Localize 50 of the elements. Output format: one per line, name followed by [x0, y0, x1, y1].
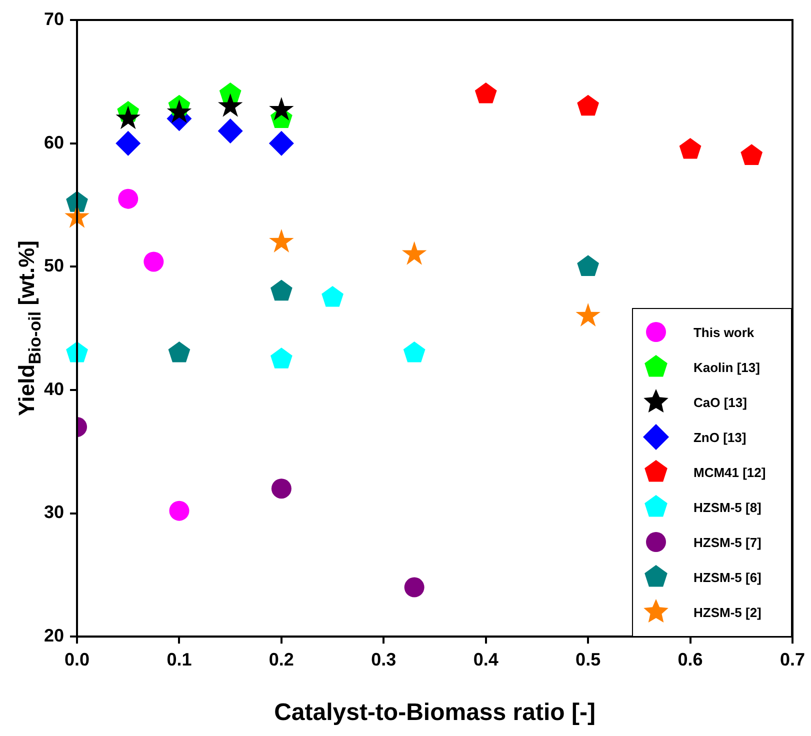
y-tick-label: 30	[44, 502, 64, 522]
point	[116, 130, 141, 156]
point	[144, 252, 164, 272]
y-tick-label: 20	[44, 626, 64, 646]
legend-label: ZnO [13]	[693, 430, 746, 445]
point	[270, 348, 292, 368]
x-tick-label: 0.7	[780, 649, 806, 670]
point	[402, 241, 427, 265]
legend-label: HZSM-5 [2]	[693, 604, 762, 620]
point	[577, 94, 600, 116]
legend-label: This work	[693, 324, 754, 340]
x-tick-label: 0.1	[166, 649, 192, 670]
point	[322, 286, 344, 307]
y-tick-label: 60	[44, 132, 64, 152]
point	[116, 106, 140, 130]
x-tick-label: 0.5	[576, 649, 601, 670]
legend-label: HZSM-5 [8]	[693, 500, 762, 515]
point	[169, 500, 190, 521]
point	[218, 118, 243, 144]
y-axis-title: YieldBio-oil [wt.%]	[14, 240, 45, 416]
point	[168, 341, 190, 362]
point	[271, 478, 292, 499]
point	[118, 188, 138, 209]
point	[268, 130, 294, 156]
point	[577, 255, 600, 276]
legend-label: HZSM-5 [6]	[693, 570, 762, 585]
legend-label: MCM41 [12]	[693, 464, 766, 480]
point	[403, 341, 426, 362]
x-tick-label: 0.3	[371, 649, 396, 670]
legend-label: Kaolin [13]	[693, 360, 760, 375]
x-axis-title: Catalyst-to-Biomass ratio [-]	[274, 699, 596, 726]
point	[270, 280, 292, 301]
x-tick-label: 0.0	[64, 649, 90, 670]
legend-label: HZSM-5 [7]	[693, 534, 762, 550]
point	[404, 577, 424, 598]
point	[740, 144, 763, 165]
y-tick-label: 40	[44, 378, 64, 399]
x-tick-label: 0.6	[678, 649, 703, 670]
point	[269, 97, 294, 121]
point	[679, 138, 702, 159]
x-tick-label: 0.4	[473, 649, 498, 670]
x-tick-label: 0.2	[268, 649, 294, 670]
point	[166, 99, 192, 124]
point	[269, 228, 294, 252]
point	[474, 82, 497, 104]
legend-label: CaO [13]	[693, 394, 747, 410]
y-tick-label: 50	[44, 256, 64, 276]
point	[218, 93, 243, 117]
y-tick-label: 70	[44, 8, 64, 29]
point	[576, 302, 600, 326]
